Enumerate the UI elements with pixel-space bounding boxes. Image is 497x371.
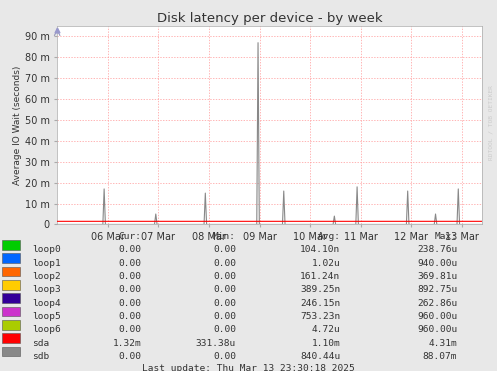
Text: 1.02u: 1.02u [312,259,340,268]
Bar [2,253,20,263]
Text: 1.10m: 1.10m [312,339,340,348]
Text: 0.00: 0.00 [213,285,236,294]
Text: Max:: Max: [434,232,457,241]
Text: Cur:: Cur: [119,232,142,241]
Text: 0.00: 0.00 [213,259,236,268]
Bar [2,280,20,290]
Text: 262.86u: 262.86u [417,299,457,308]
Text: 0.00: 0.00 [213,325,236,334]
Text: 104.10n: 104.10n [300,245,340,255]
Text: 0.00: 0.00 [119,352,142,361]
Bar [2,240,20,250]
Text: 0.00: 0.00 [119,312,142,321]
Text: 0.00: 0.00 [119,245,142,255]
Text: 0.00: 0.00 [119,299,142,308]
Text: RDTOOL / TOB OETIKER: RDTOOL / TOB OETIKER [488,85,493,160]
Text: 0.00: 0.00 [119,285,142,294]
Text: 4.72u: 4.72u [312,325,340,334]
Title: Disk latency per device - by week: Disk latency per device - by week [157,12,382,25]
Text: loop1: loop1 [32,259,61,268]
Y-axis label: Average IO Wait (seconds): Average IO Wait (seconds) [13,66,22,185]
Text: 1.32m: 1.32m [113,339,142,348]
Bar [2,333,20,343]
Text: 960.00u: 960.00u [417,325,457,334]
Bar [2,347,20,356]
Text: sda: sda [32,339,50,348]
Text: loop3: loop3 [32,285,61,294]
Text: 0.00: 0.00 [119,272,142,281]
Text: loop0: loop0 [32,245,61,255]
Text: 161.24n: 161.24n [300,272,340,281]
Text: 0.00: 0.00 [213,299,236,308]
Text: 246.15n: 246.15n [300,299,340,308]
Text: 840.44u: 840.44u [300,352,340,361]
Bar [2,307,20,316]
Text: 0.00: 0.00 [119,259,142,268]
Text: 940.00u: 940.00u [417,259,457,268]
Bar [2,320,20,329]
Text: 0.00: 0.00 [119,325,142,334]
Text: 960.00u: 960.00u [417,312,457,321]
Text: loop6: loop6 [32,325,61,334]
Text: 4.31m: 4.31m [428,339,457,348]
Text: 0.00: 0.00 [213,245,236,255]
Text: 331.38u: 331.38u [196,339,236,348]
Text: Last update: Thu Mar 13 23:30:18 2025: Last update: Thu Mar 13 23:30:18 2025 [142,364,355,371]
Text: 389.25n: 389.25n [300,285,340,294]
Text: 88.07m: 88.07m [423,352,457,361]
Text: loop2: loop2 [32,272,61,281]
Text: 753.23n: 753.23n [300,312,340,321]
Text: 0.00: 0.00 [213,272,236,281]
Bar [2,293,20,303]
Text: 0.00: 0.00 [213,352,236,361]
Text: 892.75u: 892.75u [417,285,457,294]
Text: loop4: loop4 [32,299,61,308]
Text: sdb: sdb [32,352,50,361]
Text: loop5: loop5 [32,312,61,321]
Text: 369.81u: 369.81u [417,272,457,281]
Text: Min:: Min: [213,232,236,241]
Text: 238.76u: 238.76u [417,245,457,255]
Text: Avg:: Avg: [318,232,340,241]
Text: 0.00: 0.00 [213,312,236,321]
Bar [2,267,20,276]
